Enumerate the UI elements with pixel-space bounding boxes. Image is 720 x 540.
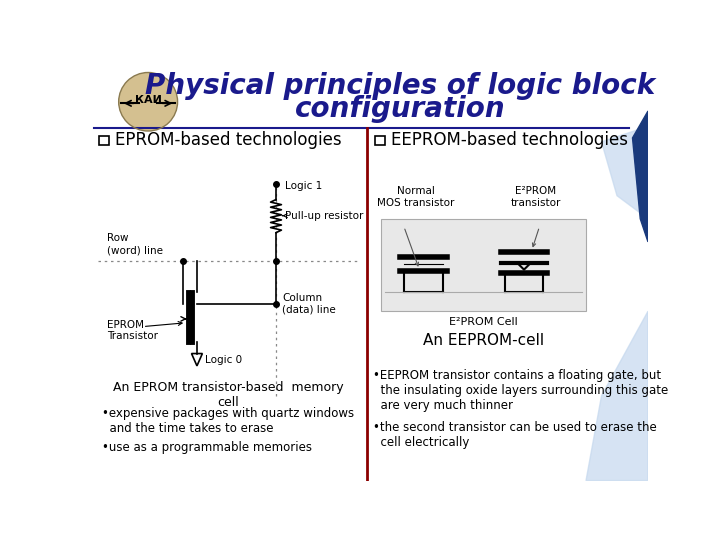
Text: Physical principles of logic block: Physical principles of logic block xyxy=(145,72,655,100)
Text: EEPROM-based technologies: EEPROM-based technologies xyxy=(391,131,628,149)
Text: Logic 0: Logic 0 xyxy=(205,355,243,365)
Text: •expensive packages with quartz windows
  and the time takes to erase: •expensive packages with quartz windows … xyxy=(102,408,354,435)
Text: An EPROM transistor-based  memory
cell: An EPROM transistor-based memory cell xyxy=(112,381,343,408)
Polygon shape xyxy=(586,311,648,481)
Text: Logic 1: Logic 1 xyxy=(285,181,323,191)
Text: Pull-up resistor: Pull-up resistor xyxy=(285,211,364,221)
Text: КАИ: КАИ xyxy=(135,95,161,105)
Text: EPROM-based technologies: EPROM-based technologies xyxy=(114,131,341,149)
Text: configuration: configuration xyxy=(294,96,505,124)
Text: Normal
MOS transistor: Normal MOS transistor xyxy=(377,186,454,208)
Text: An EEPROM-cell: An EEPROM-cell xyxy=(423,333,544,348)
Polygon shape xyxy=(601,126,648,219)
Text: •use as a programmable memories: •use as a programmable memories xyxy=(102,441,312,454)
Bar xyxy=(99,136,109,145)
Text: •EEPROM transistor contains a floating gate, but
  the insulating oxide layers s: •EEPROM transistor contains a floating g… xyxy=(373,369,668,412)
Bar xyxy=(381,219,586,311)
Text: E²PROM
transistor: E²PROM transistor xyxy=(510,186,561,208)
Text: EPROM
Transistor: EPROM Transistor xyxy=(107,320,158,341)
Text: Column
(data) line: Column (data) line xyxy=(282,293,336,314)
Polygon shape xyxy=(632,111,648,242)
Text: E²PROM Cell: E²PROM Cell xyxy=(449,318,518,327)
Text: Row
(word) line: Row (word) line xyxy=(107,233,163,255)
Bar xyxy=(375,136,384,145)
Circle shape xyxy=(119,72,178,131)
Text: •the second transistor can be used to erase the
  cell electrically: •the second transistor can be used to er… xyxy=(373,421,657,449)
